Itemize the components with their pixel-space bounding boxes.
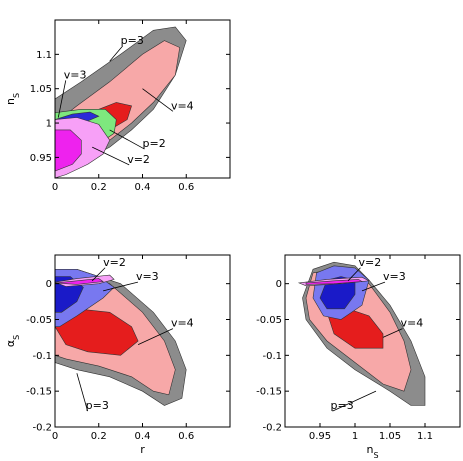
contour-v2_inner	[55, 278, 104, 285]
annotation-arrow	[361, 281, 386, 292]
x-tick-label: 0.4	[135, 182, 151, 193]
annotation-arrow	[332, 390, 377, 412]
annotation-label: v=2	[127, 153, 150, 166]
x-tick-label: 0	[52, 431, 58, 442]
contour-v2_inner	[55, 129, 82, 172]
y-tick-label: -0.1	[262, 351, 282, 362]
annotation-label: v=3	[383, 270, 406, 283]
annotation-arrow	[142, 88, 174, 112]
y-tick-label: -0.2	[262, 423, 282, 434]
annotation-arrow	[137, 328, 174, 345]
x-tick-label: 0.6	[178, 431, 194, 442]
x-tick-label: 1	[352, 431, 358, 442]
x-tick-label: 0.2	[91, 182, 107, 193]
panel-ns-vs-r: p=3v=3v=4p=2v=2 0 0.2 0.4 0.6 0.9511.051.1 …	[4, 19, 231, 193]
annotation-label: v=4	[171, 317, 194, 330]
x-tick-label: 1.1	[417, 431, 433, 442]
annotation-arrow	[91, 267, 106, 282]
x-tick-label: 0.4	[135, 431, 151, 442]
y-tick-label: 0	[46, 279, 52, 290]
x-axis-label: r	[140, 443, 145, 456]
y-tick-label: 1	[46, 119, 52, 130]
x-axis-label: nS	[366, 443, 378, 460]
annotation-label: p=3	[86, 399, 109, 412]
x-tick-label: 1.05	[379, 431, 401, 442]
y-tick-label: 0.95	[30, 153, 52, 164]
y-tick-label: -0.15	[26, 387, 52, 398]
y-tick-label: 0	[276, 279, 282, 290]
y-tick-label: 1.05	[30, 84, 52, 95]
x-tick-label: 0	[52, 182, 58, 193]
annotation-label: v=3	[64, 68, 87, 81]
annotation-arrow	[347, 267, 361, 282]
plot-frame	[284, 254, 461, 428]
y-tick-label: -0.05	[256, 315, 282, 326]
annotation-label: v=4	[401, 317, 424, 330]
annotation-label: p=3	[331, 399, 354, 412]
y-tick-label: -0.1	[32, 351, 52, 362]
y-tick-label: -0.05	[26, 315, 52, 326]
y-tick-label: 1.1	[36, 50, 52, 61]
panel-alphas-vs-r: v=2 v=3 v=4 p=3 0 0.2 0.4 0.6 -0.2 -0.15 -0.1 -0.…	[4, 254, 231, 456]
annotation-arrow	[57, 80, 67, 118]
annotation-arrow	[103, 281, 139, 292]
annotation-label: p=2	[143, 137, 166, 150]
x-tick-label: 0.95	[309, 431, 331, 442]
annotation-label: p=3	[121, 34, 144, 47]
annotation-label: v=2	[359, 256, 382, 269]
annotation-arrow	[92, 146, 130, 166]
y-tick-label: -0.2	[32, 423, 52, 434]
annotation-label: v=4	[171, 99, 194, 112]
annotation-arrow	[109, 45, 123, 62]
annotation-label: v=2	[103, 256, 126, 269]
annotation-arrow	[76, 373, 89, 412]
contour-v4_inner	[55, 308, 139, 356]
panel-alphas-vs-ns: v=2v=3 v=4 p=3 0.95 1 1.05 1.1 -0.2 -0.15 -0.1 -…	[256, 254, 461, 460]
x-tick-label: 0.2	[91, 431, 107, 442]
x-tick-label: 0.6	[178, 182, 194, 193]
y-tick-label: -0.15	[256, 387, 282, 398]
y-axis-label: nS	[4, 93, 21, 105]
annotation-arrow	[109, 129, 145, 150]
annotation-label: v=3	[136, 270, 159, 283]
annotation-arrow	[382, 328, 403, 338]
y-axis-label: αS	[4, 335, 21, 347]
